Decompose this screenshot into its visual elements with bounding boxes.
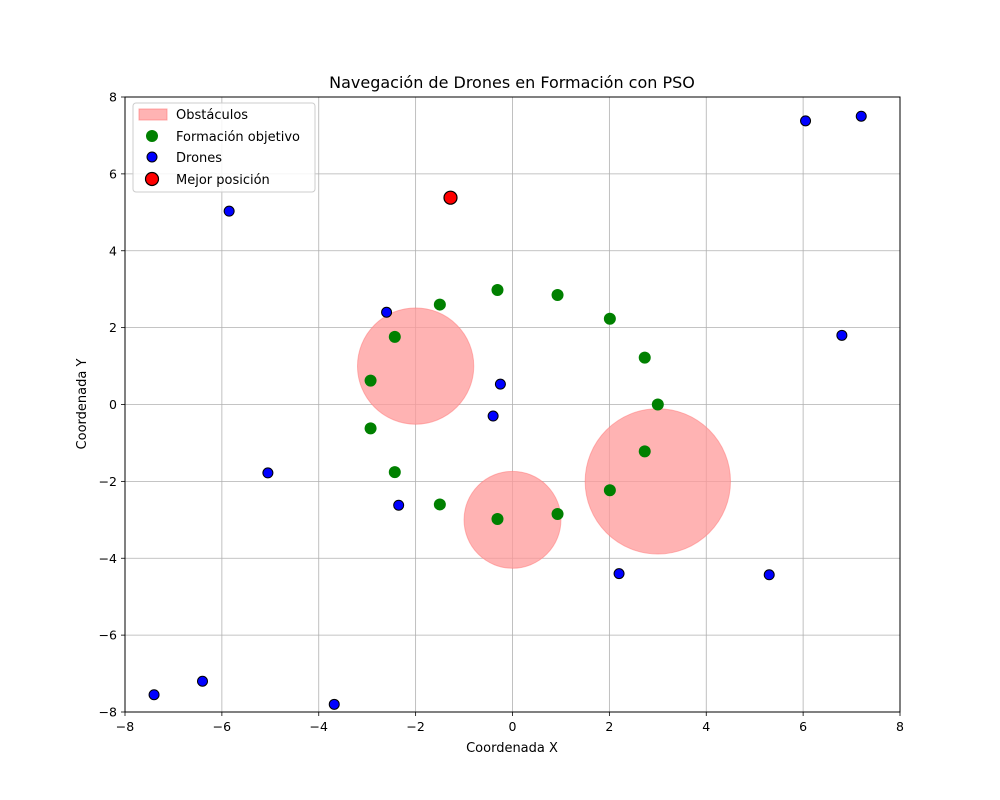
y-axis-label: Coordenada Y bbox=[75, 359, 90, 450]
y-tick-label: 4 bbox=[109, 243, 117, 258]
formation-point bbox=[551, 288, 564, 301]
legend-entry-drones: Drones bbox=[176, 151, 222, 166]
formation-point bbox=[433, 298, 446, 311]
drone-point bbox=[855, 110, 867, 122]
obstacles-layer bbox=[357, 307, 731, 569]
legend-formation-marker bbox=[146, 130, 158, 142]
y-tick-label: 6 bbox=[109, 166, 117, 181]
formation-point bbox=[638, 445, 651, 458]
formation-point bbox=[433, 498, 446, 511]
obstacle-circle bbox=[357, 307, 475, 425]
drone-point bbox=[197, 675, 208, 687]
y-tick-label: −4 bbox=[99, 551, 117, 566]
drone-point bbox=[836, 329, 848, 341]
x-axis-label: Coordenada X bbox=[466, 741, 558, 756]
legend-obstacle-swatch bbox=[138, 108, 168, 121]
formation-point bbox=[364, 374, 377, 387]
formation-point bbox=[638, 351, 651, 364]
drone-point bbox=[223, 205, 235, 217]
obstacle-circle bbox=[463, 470, 562, 569]
x-tick-label: −2 bbox=[406, 719, 424, 734]
x-tick-label: −6 bbox=[213, 719, 231, 734]
formation-point bbox=[491, 513, 504, 526]
x-tick-label: 6 bbox=[799, 719, 807, 734]
drone-point bbox=[148, 689, 160, 701]
formation-point bbox=[388, 330, 401, 343]
formation-point bbox=[603, 484, 616, 497]
formation-point bbox=[551, 508, 564, 521]
drone-point bbox=[393, 499, 405, 511]
y-tick-label: 0 bbox=[109, 397, 117, 412]
chart-title: Navegación de Drones en Formación con PS… bbox=[329, 73, 695, 92]
y-tick-label: −2 bbox=[99, 474, 117, 489]
y-tick-label: 2 bbox=[109, 320, 117, 335]
obstacle-circle bbox=[584, 408, 731, 555]
drone-point bbox=[328, 698, 340, 710]
x-tick-label: 2 bbox=[605, 719, 613, 734]
drone-point bbox=[381, 306, 393, 318]
x-tick-label: −4 bbox=[310, 719, 328, 734]
points-layer bbox=[148, 110, 867, 710]
formation-point bbox=[603, 312, 616, 325]
y-tick-label: 8 bbox=[109, 90, 117, 105]
legend: Obstáculos Formación objetivo Drones Mej… bbox=[132, 102, 316, 193]
drone-point bbox=[494, 378, 506, 390]
drone-point bbox=[262, 467, 274, 479]
legend-entry-formacion: Formación objetivo bbox=[176, 130, 300, 145]
drone-point bbox=[763, 569, 775, 581]
x-tick-label: 8 bbox=[896, 719, 904, 734]
legend-entry-mejor: Mejor posición bbox=[176, 173, 270, 188]
x-tick-label: 4 bbox=[702, 719, 710, 734]
formation-point bbox=[651, 398, 664, 411]
legend-box bbox=[132, 102, 316, 193]
drone-point bbox=[487, 410, 499, 422]
ticks-layer: −8 −6 −4 −2 0 2 4 6 8 −8 −6 −4 −2 0 2 4 6 8 bbox=[99, 90, 904, 735]
x-tick-label: −8 bbox=[116, 719, 134, 734]
x-tick-label: 0 bbox=[509, 719, 517, 734]
formation-point bbox=[388, 466, 401, 479]
formation-point bbox=[491, 283, 504, 296]
y-tick-label: −8 bbox=[99, 705, 117, 720]
legend-entry-obstaculos: Obstáculos bbox=[176, 108, 248, 123]
best-position-point bbox=[443, 190, 458, 205]
formation-point bbox=[364, 422, 377, 435]
drone-point bbox=[800, 115, 812, 127]
legend-best-marker bbox=[144, 171, 160, 187]
y-tick-label: −6 bbox=[99, 628, 117, 643]
legend-drone-marker bbox=[146, 151, 158, 163]
drone-point bbox=[613, 568, 625, 580]
